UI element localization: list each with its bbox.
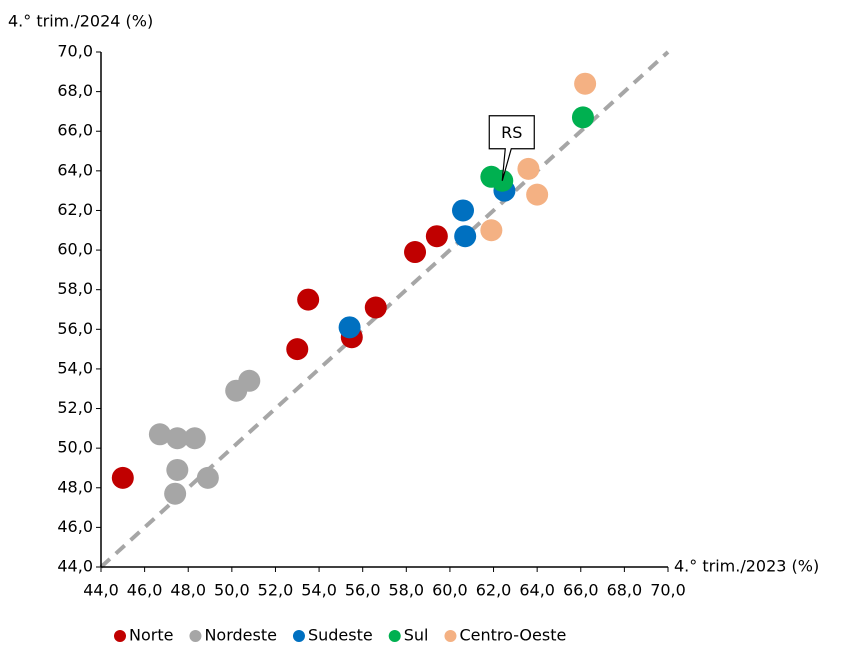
point xyxy=(526,183,549,206)
point xyxy=(571,106,594,129)
x-tick-label: 48,0 xyxy=(170,581,206,600)
point xyxy=(454,225,477,248)
y-tick-label: 56,0 xyxy=(57,319,93,338)
x-tick-label: 66,0 xyxy=(563,581,599,600)
x-tick-label: 56,0 xyxy=(345,581,381,600)
y-tick-label: 64,0 xyxy=(57,160,93,179)
callout-box xyxy=(488,115,535,181)
point xyxy=(164,482,187,505)
point xyxy=(183,427,206,450)
x-tick-label: 46,0 xyxy=(127,581,163,600)
point xyxy=(286,338,309,361)
x-tick-label: 52,0 xyxy=(258,581,294,600)
legend-marker xyxy=(388,630,401,642)
point xyxy=(166,458,189,481)
legend-marker xyxy=(444,630,457,642)
y-tick-label: 62,0 xyxy=(57,200,93,219)
point xyxy=(297,288,320,311)
x-tick-label: 62,0 xyxy=(476,581,512,600)
point xyxy=(338,316,361,339)
point xyxy=(425,225,448,248)
legend-label: Sudeste xyxy=(308,626,373,645)
annotation: RS xyxy=(501,123,522,142)
point xyxy=(238,369,261,392)
point xyxy=(364,296,387,319)
x-tick-label: 60,0 xyxy=(432,581,468,600)
x-tick-label: 50,0 xyxy=(214,581,250,600)
y-tick-label: 54,0 xyxy=(57,358,93,377)
y-tick-label: 50,0 xyxy=(57,438,93,457)
x-tick-label: 64,0 xyxy=(519,581,555,600)
legend-label: Centro-Oeste xyxy=(459,626,566,645)
y-tick-label: 58,0 xyxy=(57,279,93,298)
y-tick-label: 68,0 xyxy=(57,81,93,100)
point xyxy=(480,219,503,242)
point xyxy=(166,427,189,450)
legend-label: Nordeste xyxy=(204,626,277,645)
x-tick-label: 68,0 xyxy=(607,581,643,600)
y-tick-label: 60,0 xyxy=(57,240,93,259)
y-tick-label: 66,0 xyxy=(57,121,93,140)
point xyxy=(111,466,134,489)
y-tick-label: 52,0 xyxy=(57,398,93,417)
x-tick-label: 58,0 xyxy=(388,581,424,600)
x-tick-label: 70,0 xyxy=(650,581,686,600)
legend-label: Norte xyxy=(129,626,173,645)
y-axis-label: 4.° trim./2024 (%) xyxy=(8,12,153,31)
point xyxy=(404,241,427,264)
legend-label: Sul xyxy=(404,626,429,645)
x-axis-label: 4.° trim./2023 (%) xyxy=(674,557,819,576)
y-tick-label: 44,0 xyxy=(57,557,93,576)
point xyxy=(452,199,475,222)
y-tick-label: 46,0 xyxy=(57,517,93,536)
point xyxy=(574,72,597,95)
y-tick-label: 70,0 xyxy=(57,42,93,61)
point xyxy=(148,423,171,446)
x-tick-label: 54,0 xyxy=(301,581,337,600)
legend-marker xyxy=(292,630,305,642)
x-tick-label: 44,0 xyxy=(83,581,119,600)
y-tick-label: 48,0 xyxy=(57,477,93,496)
point xyxy=(517,157,540,180)
legend-marker xyxy=(114,630,126,642)
legend-marker xyxy=(189,630,202,642)
point xyxy=(196,466,219,489)
